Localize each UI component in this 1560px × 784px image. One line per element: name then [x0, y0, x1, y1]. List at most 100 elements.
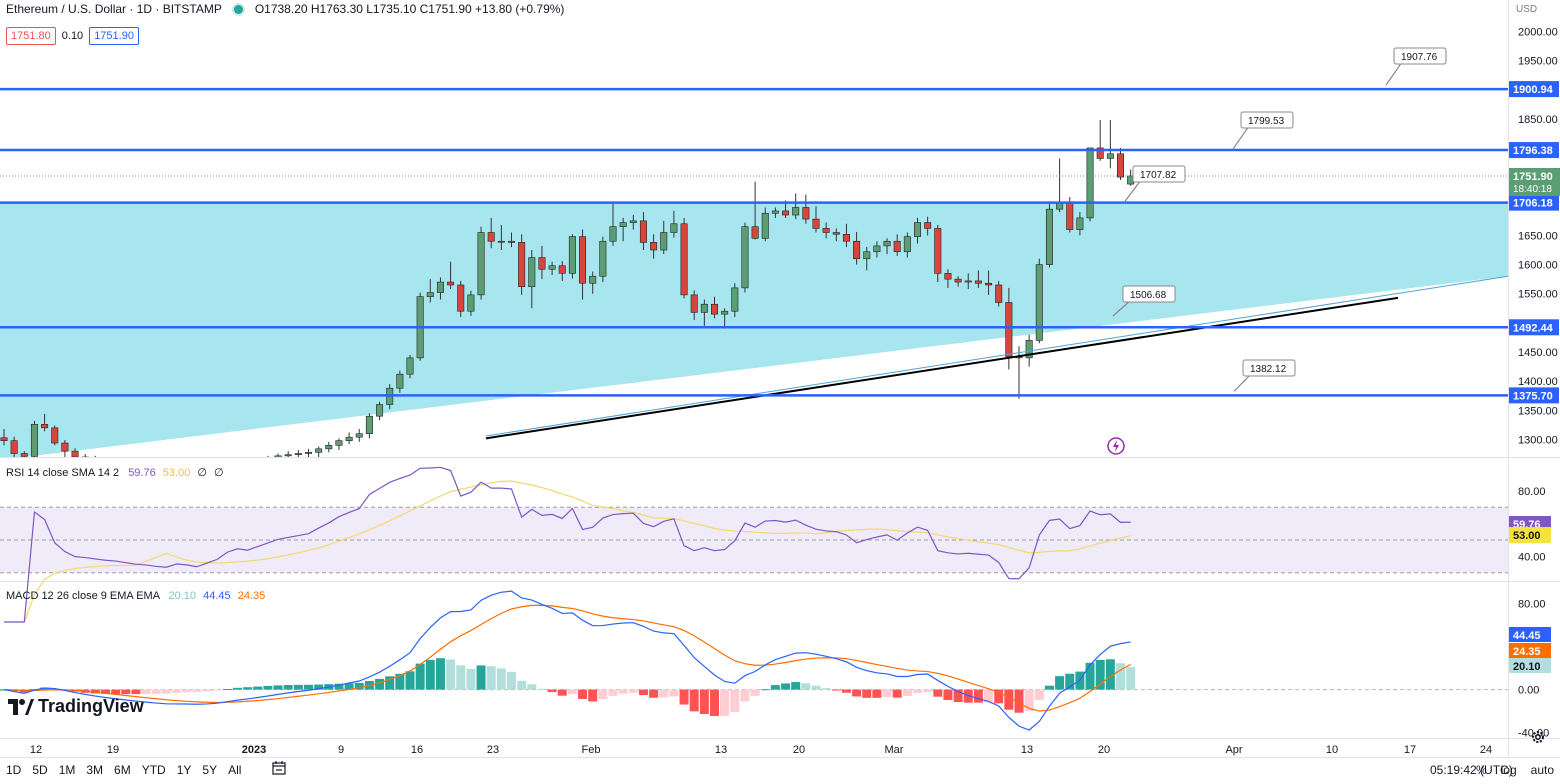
- timeframe-1m[interactable]: 1M: [58, 763, 76, 777]
- macd-value-tag: [1509, 643, 1551, 658]
- macd-histogram-bar: [588, 689, 598, 702]
- candle-body: [224, 464, 230, 469]
- macd-histogram-bar: [740, 689, 750, 702]
- macd-histogram-bar: [161, 689, 171, 694]
- macd-histogram-bar: [1014, 689, 1024, 713]
- candle-body: [467, 294, 475, 312]
- candle-body: [447, 281, 455, 286]
- macd-histogram-bar: [689, 689, 699, 712]
- candle-body: [1106, 153, 1114, 159]
- macd-histogram-bar: [1126, 667, 1136, 690]
- macd-value-tag-label: 20.10: [1513, 661, 1541, 673]
- chart-header: Ethereum / U.S. Dollar · 1D · BITSTAMP O…: [6, 2, 564, 16]
- candle-body: [731, 287, 739, 312]
- macd-histogram-bar: [862, 689, 872, 698]
- level-price-tag: [1509, 387, 1559, 404]
- ohlc-values: O1738.20 H1763.30 L1735.10 C1751.90 +13.…: [254, 2, 565, 16]
- symbol-title[interactable]: Ethereum / U.S. Dollar · 1D · BITSTAMP: [6, 2, 222, 16]
- timeframe-1y[interactable]: 1Y: [176, 763, 192, 777]
- timeframe-3m[interactable]: 3M: [86, 763, 104, 777]
- settings-gear-icon[interactable]: [1530, 729, 1546, 745]
- timeframe-all[interactable]: All: [228, 763, 242, 777]
- macd-histogram-bar: [710, 689, 719, 716]
- callout-box: [1240, 111, 1294, 129]
- rsi-legend[interactable]: RSI 14 close SMA 14 2 59.76 53.00 ∅ ∅: [6, 466, 224, 479]
- candle-body: [365, 415, 373, 434]
- macd-histogram-bar: [1034, 689, 1044, 701]
- macd-histogram-bar: [638, 689, 648, 696]
- macd-histogram-bar: [466, 668, 476, 690]
- macd-histogram-bar: [375, 678, 385, 690]
- log-scale-toggle[interactable]: log: [1500, 763, 1517, 777]
- timeframe-ytd[interactable]: YTD: [141, 763, 166, 777]
- support-trendline: [485, 296, 1399, 440]
- candle-body: [873, 245, 881, 253]
- macd-histogram-bar: [395, 673, 405, 690]
- auto-scale-toggle[interactable]: auto: [1530, 763, 1554, 777]
- time-axis-label: 13: [715, 744, 727, 756]
- macd-histogram-bar: [781, 683, 791, 690]
- candle-body: [650, 242, 658, 251]
- rsi-sma-tag-label: 53.00: [1513, 530, 1541, 542]
- candle-body: [30, 424, 38, 457]
- timeframe-6m[interactable]: 6M: [114, 763, 131, 777]
- candle-body: [61, 442, 69, 452]
- candle-body: [1076, 217, 1084, 230]
- timeframe-5y[interactable]: 5Y: [202, 763, 218, 777]
- level-price-label: 1375.70: [1513, 390, 1553, 402]
- candle-body: [51, 427, 59, 444]
- candle-body: [832, 232, 840, 235]
- time-axis-label: 23: [487, 744, 499, 756]
- macd-histogram-bar: [131, 689, 141, 695]
- price-tick-label: 1300.00: [1518, 435, 1558, 447]
- candle-body: [406, 357, 414, 375]
- macd-histogram-bar: [304, 684, 313, 690]
- timeframe-5d[interactable]: 5D: [32, 763, 48, 777]
- flash-icon[interactable]: [1107, 437, 1125, 455]
- candle-body: [579, 236, 587, 284]
- time-axis-label: Feb: [582, 744, 601, 756]
- level-price-tag: [1509, 142, 1559, 159]
- macd-histogram-bar: [669, 689, 679, 697]
- candle-body: [751, 226, 759, 239]
- price-tick-label: 1450.00: [1518, 347, 1558, 359]
- candle-body: [599, 240, 607, 277]
- tradingview-logo[interactable]: TradingView: [8, 696, 144, 717]
- level-price-label: 1492.44: [1513, 322, 1554, 334]
- candle-body: [700, 303, 708, 313]
- macd-histogram-bar: [425, 659, 435, 690]
- macd-histogram-bar: [314, 684, 324, 690]
- candle-body: [112, 462, 118, 463]
- timeframe-1d[interactable]: 1D: [6, 763, 22, 777]
- macd-histogram-bar: [821, 688, 831, 690]
- candle-body: [893, 240, 901, 253]
- sell-price-box[interactable]: 1751.80: [6, 27, 56, 45]
- macd-histogram-bar: [141, 689, 151, 694]
- candle-body: [0, 437, 8, 441]
- candle-body: [741, 226, 749, 289]
- macd-histogram-bar: [973, 689, 983, 703]
- candle-body: [1066, 203, 1074, 230]
- time-axis-label: 12: [30, 744, 42, 756]
- candle-body: [985, 282, 993, 286]
- candle-body: [315, 448, 323, 453]
- macd-label: MACD 12 26 close 9 EMA EMA: [6, 590, 160, 602]
- calendar-range-icon[interactable]: [272, 761, 286, 775]
- callout-box: [1122, 285, 1176, 303]
- macd-legend[interactable]: MACD 12 26 close 9 EMA EMA 20.10 44.45 2…: [6, 590, 265, 602]
- macd-value-tag: [1509, 627, 1551, 642]
- utc-clock[interactable]: 05:19:42 (UTC): [1430, 763, 1513, 777]
- macd-histogram-bar: [101, 689, 110, 694]
- rsi-na-2: ∅: [214, 467, 224, 479]
- buy-price-box[interactable]: 1751.90: [89, 27, 139, 45]
- percent-scale-toggle[interactable]: %: [1475, 763, 1487, 777]
- macd-line: [3, 590, 1131, 731]
- macd-histogram-bar: [1095, 659, 1105, 690]
- candle-body: [1045, 208, 1053, 265]
- callout-label: 1907.76: [1401, 52, 1438, 63]
- macd-histogram-bar: [882, 689, 892, 698]
- rsi-tick-label: 40.00: [1518, 551, 1546, 563]
- candle-body: [1117, 153, 1125, 178]
- macd-histogram-bar: [547, 689, 557, 693]
